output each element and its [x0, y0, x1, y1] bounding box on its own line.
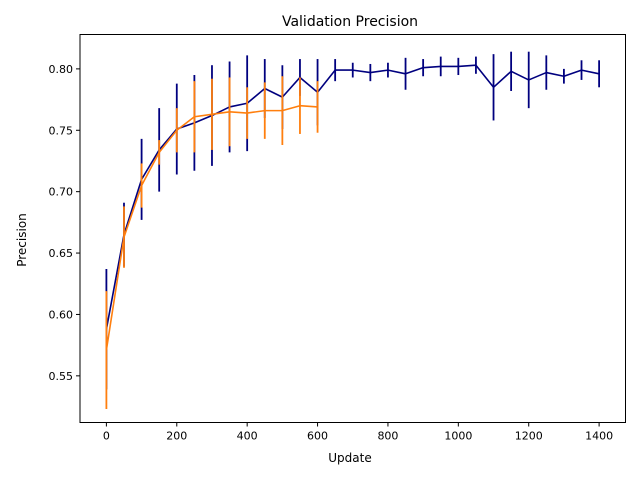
y-ticks: 0.55 0.60 0.65 0.70 0.75 0.80 [49, 63, 80, 383]
y-tick-label: 0.60 [49, 308, 74, 321]
plot-frame [79, 34, 626, 423]
chart-title: Validation Precision [282, 14, 418, 30]
series-line [105, 104, 318, 351]
x-tick-label: 200 [166, 430, 187, 443]
y-axis-label: Precision [15, 213, 29, 267]
series-layer [105, 51, 601, 409]
x-ticks: 0 200 400 600 800 1000 1200 1400 [103, 422, 613, 443]
x-tick-label: 600 [307, 430, 328, 443]
x-tick-label: 1200 [515, 430, 543, 443]
x-tick-label: 1000 [444, 430, 472, 443]
x-tick-label: 800 [377, 430, 398, 443]
y-tick-label: 0.70 [49, 186, 74, 199]
y-tick-label: 0.65 [49, 247, 74, 260]
x-tick-label: 400 [237, 430, 258, 443]
y-tick-label: 0.55 [49, 370, 74, 383]
series-line [105, 64, 600, 330]
x-tick-label: 0 [103, 430, 110, 443]
series-2 [105, 76, 319, 409]
x-tick-label: 1400 [585, 430, 613, 443]
y-tick-label: 0.80 [49, 63, 74, 76]
y-tick-label: 0.75 [49, 124, 74, 137]
x-axis-label: Update [328, 451, 371, 465]
